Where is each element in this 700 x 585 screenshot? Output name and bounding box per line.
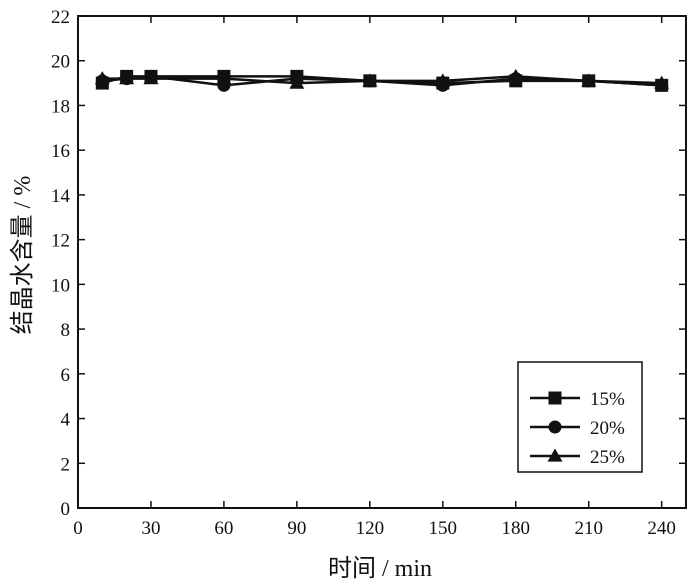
legend: 15% 20% 25% bbox=[517, 361, 643, 473]
legend-label: 15% bbox=[590, 389, 625, 410]
y-tick-label: 10 bbox=[51, 275, 70, 296]
y-tick-label: 22 bbox=[51, 7, 70, 28]
data-point bbox=[654, 75, 670, 89]
x-axis-title: 时间 / min bbox=[328, 555, 432, 582]
y-tick-label: 18 bbox=[51, 96, 70, 117]
x-tick-label: 60 bbox=[214, 518, 233, 539]
y-axis-title: 结晶水含量 / % bbox=[9, 176, 36, 335]
y-tick-label: 20 bbox=[51, 52, 70, 73]
x-tick-label: 150 bbox=[429, 518, 458, 539]
legend-box bbox=[517, 361, 643, 473]
data-point bbox=[143, 71, 159, 85]
data-point bbox=[94, 71, 110, 85]
y-tick-label: 14 bbox=[51, 186, 71, 207]
y-tick-label: 8 bbox=[61, 320, 71, 341]
x-tick-label: 90 bbox=[287, 518, 306, 539]
data-point bbox=[508, 68, 524, 82]
data-point bbox=[289, 75, 305, 89]
series-line bbox=[102, 75, 662, 85]
legend-item: 20% bbox=[530, 418, 625, 439]
y-tick-label: 12 bbox=[51, 231, 70, 252]
plot-frame bbox=[77, 15, 687, 509]
x-tick-label: 120 bbox=[356, 518, 385, 539]
y-tick-label: 16 bbox=[51, 141, 70, 162]
y-tick-label: 6 bbox=[61, 365, 71, 386]
data-point bbox=[435, 73, 451, 87]
x-tick-label: 180 bbox=[502, 518, 531, 539]
y-tick-label: 0 bbox=[61, 499, 71, 520]
data-point bbox=[581, 73, 597, 87]
axes: 0 30 60 90 120 150 180 210 240 0 2 4 6 8 10 12 14 16 18 20 2… bbox=[51, 7, 687, 539]
y-tick-label: 4 bbox=[61, 410, 71, 431]
series-layer bbox=[94, 68, 670, 92]
legend-marker bbox=[548, 420, 562, 434]
y-tick-label: 2 bbox=[61, 454, 71, 475]
legend-marker bbox=[547, 448, 563, 462]
x-tick-label: 210 bbox=[574, 518, 603, 539]
series-25% bbox=[94, 68, 670, 89]
legend-item: 15% bbox=[530, 389, 625, 410]
legend-item: 25% bbox=[530, 447, 625, 468]
data-point bbox=[119, 71, 135, 85]
data-point bbox=[362, 73, 378, 87]
legend-marker bbox=[548, 391, 562, 405]
legend-label: 20% bbox=[590, 418, 625, 439]
x-tick-label: 30 bbox=[141, 518, 160, 539]
x-tick-label: 240 bbox=[647, 518, 676, 539]
x-tick-label: 0 bbox=[73, 518, 83, 539]
legend-label: 25% bbox=[590, 447, 625, 468]
data-point bbox=[216, 71, 232, 85]
